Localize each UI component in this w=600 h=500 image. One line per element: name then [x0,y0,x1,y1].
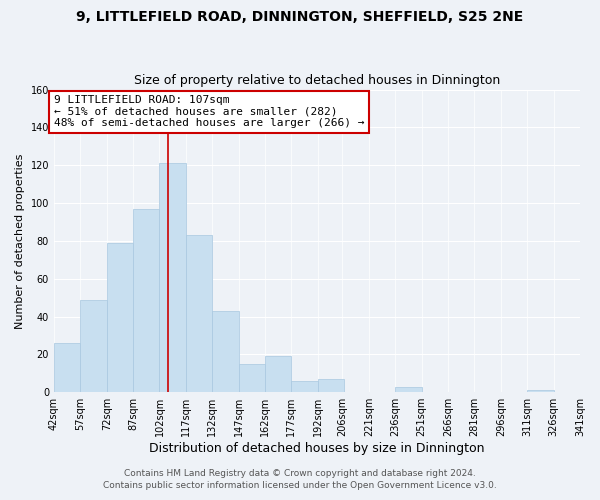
Text: 9, LITTLEFIELD ROAD, DINNINGTON, SHEFFIELD, S25 2NE: 9, LITTLEFIELD ROAD, DINNINGTON, SHEFFIE… [76,10,524,24]
Bar [265,356,292,392]
Title: Size of property relative to detached houses in Dinnington: Size of property relative to detached ho… [134,74,500,87]
Bar [54,343,80,392]
Text: 9 LITTLEFIELD ROAD: 107sqm
← 51% of detached houses are smaller (282)
48% of sem: 9 LITTLEFIELD ROAD: 107sqm ← 51% of deta… [54,95,364,128]
Bar [80,300,107,392]
Bar [395,386,422,392]
Bar [186,235,212,392]
Bar [107,243,133,392]
Bar [133,208,160,392]
Bar [318,379,344,392]
X-axis label: Distribution of detached houses by size in Dinnington: Distribution of detached houses by size … [149,442,485,455]
Bar [160,164,186,392]
Text: Contains HM Land Registry data © Crown copyright and database right 2024.
Contai: Contains HM Land Registry data © Crown c… [103,468,497,490]
Bar [212,311,239,392]
Bar [292,381,318,392]
Bar [239,364,265,392]
Bar [527,390,554,392]
Y-axis label: Number of detached properties: Number of detached properties [15,153,25,328]
